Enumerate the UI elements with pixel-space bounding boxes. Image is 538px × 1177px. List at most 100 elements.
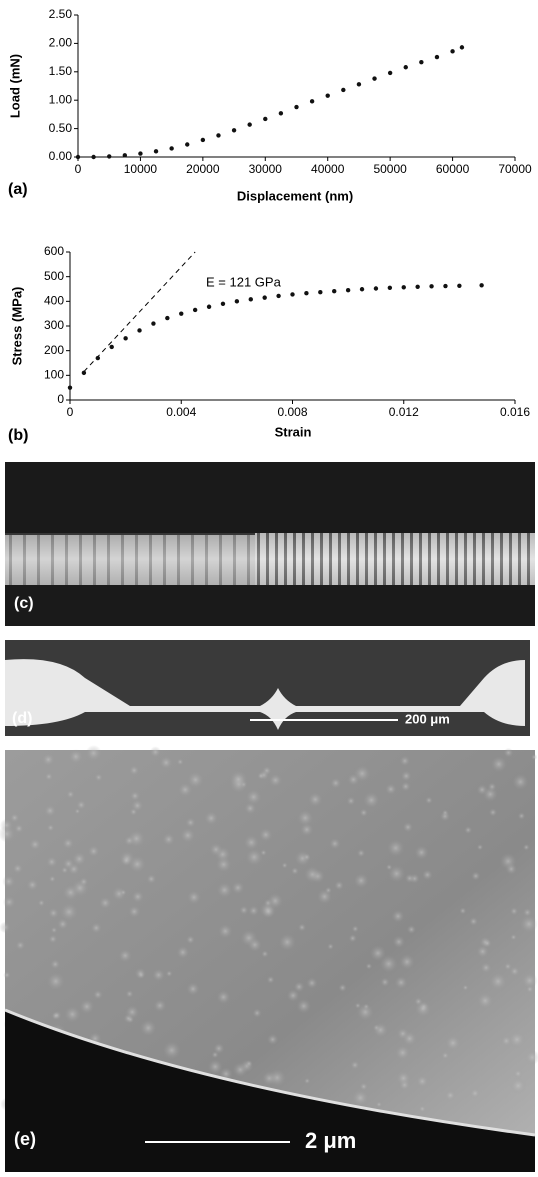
data-point — [247, 122, 252, 127]
grain — [2, 875, 16, 889]
x-tick-label: 0.008 — [277, 405, 307, 419]
grain — [330, 777, 342, 789]
grain — [308, 792, 323, 807]
y-tick-label: 2.50 — [49, 7, 73, 21]
grain — [125, 1005, 140, 1019]
data-point — [429, 284, 434, 289]
grain — [64, 1006, 81, 1023]
grain — [129, 765, 140, 776]
grain — [512, 773, 529, 790]
grain — [404, 873, 415, 884]
y-tick-label: 0.50 — [49, 121, 73, 135]
grain — [304, 1077, 311, 1085]
grain — [353, 765, 371, 782]
grain — [209, 842, 223, 857]
grain — [402, 1031, 417, 1046]
data-point — [332, 289, 337, 294]
data-point — [216, 133, 221, 138]
grain — [57, 918, 69, 930]
grain — [146, 874, 157, 884]
grain — [352, 1089, 369, 1107]
grain — [414, 1000, 432, 1017]
grain — [441, 1051, 450, 1060]
grain — [380, 977, 390, 987]
x-tick-label: 0.016 — [500, 405, 530, 419]
grain — [488, 808, 498, 817]
data-point — [415, 284, 420, 289]
grain — [379, 954, 398, 973]
grain — [62, 858, 75, 870]
grain — [244, 802, 257, 815]
edge — [4, 1008, 536, 1137]
data-point — [75, 154, 81, 160]
grain — [375, 1101, 383, 1108]
grain — [327, 943, 334, 950]
scale-label: 2 μm — [305, 1128, 356, 1153]
data-point — [192, 307, 198, 313]
scale-label: 200 μm — [405, 711, 450, 726]
grain — [476, 945, 489, 958]
grain — [185, 817, 196, 828]
grain — [510, 1077, 527, 1094]
grain — [469, 917, 479, 926]
grain — [359, 808, 368, 817]
grain — [445, 1035, 461, 1051]
grain — [125, 989, 134, 998]
grain — [130, 790, 140, 801]
grain — [267, 893, 284, 909]
grain — [396, 1070, 411, 1086]
grain — [329, 837, 341, 850]
data-point — [372, 76, 377, 81]
grain — [268, 1068, 286, 1087]
grain — [522, 843, 530, 851]
data-point — [359, 287, 365, 292]
grain — [476, 844, 484, 851]
grain — [94, 773, 103, 782]
grain — [76, 799, 87, 810]
data-point — [318, 290, 323, 295]
grain — [373, 1022, 388, 1038]
grain — [267, 1033, 279, 1045]
grain — [14, 823, 24, 834]
grain — [131, 890, 144, 903]
grain — [302, 853, 311, 862]
grain — [245, 789, 262, 805]
y-tick-label: 1.00 — [49, 92, 73, 106]
grain — [388, 865, 406, 883]
grain — [176, 758, 184, 766]
grain — [162, 1041, 181, 1060]
data-point — [153, 149, 159, 154]
y-tick-label: 0.00 — [49, 149, 73, 163]
data-point — [200, 137, 206, 143]
grain — [356, 1003, 374, 1021]
panel-label: (b) — [8, 427, 28, 444]
data-point — [479, 283, 484, 288]
grain — [62, 837, 74, 850]
grain — [153, 999, 167, 1012]
data-point — [459, 45, 465, 50]
grain — [469, 1087, 481, 1099]
data-point — [91, 154, 96, 160]
grain — [50, 959, 61, 970]
grain — [444, 1089, 456, 1101]
grain — [176, 945, 190, 959]
grain — [218, 923, 233, 939]
grain — [3, 971, 11, 979]
data-point — [290, 292, 295, 297]
grain — [346, 796, 356, 806]
grain — [159, 756, 173, 770]
grain — [52, 1010, 62, 1021]
grain — [120, 889, 127, 896]
band-shade — [5, 533, 535, 585]
grain — [531, 753, 538, 761]
grain — [187, 771, 204, 789]
grain — [215, 856, 232, 873]
y-axis-title: Load (mN) — [7, 54, 22, 118]
grain — [245, 848, 263, 866]
grain — [338, 983, 347, 992]
grain — [406, 925, 416, 934]
data-point — [434, 54, 440, 60]
grain — [42, 753, 55, 766]
grain — [140, 1019, 157, 1037]
